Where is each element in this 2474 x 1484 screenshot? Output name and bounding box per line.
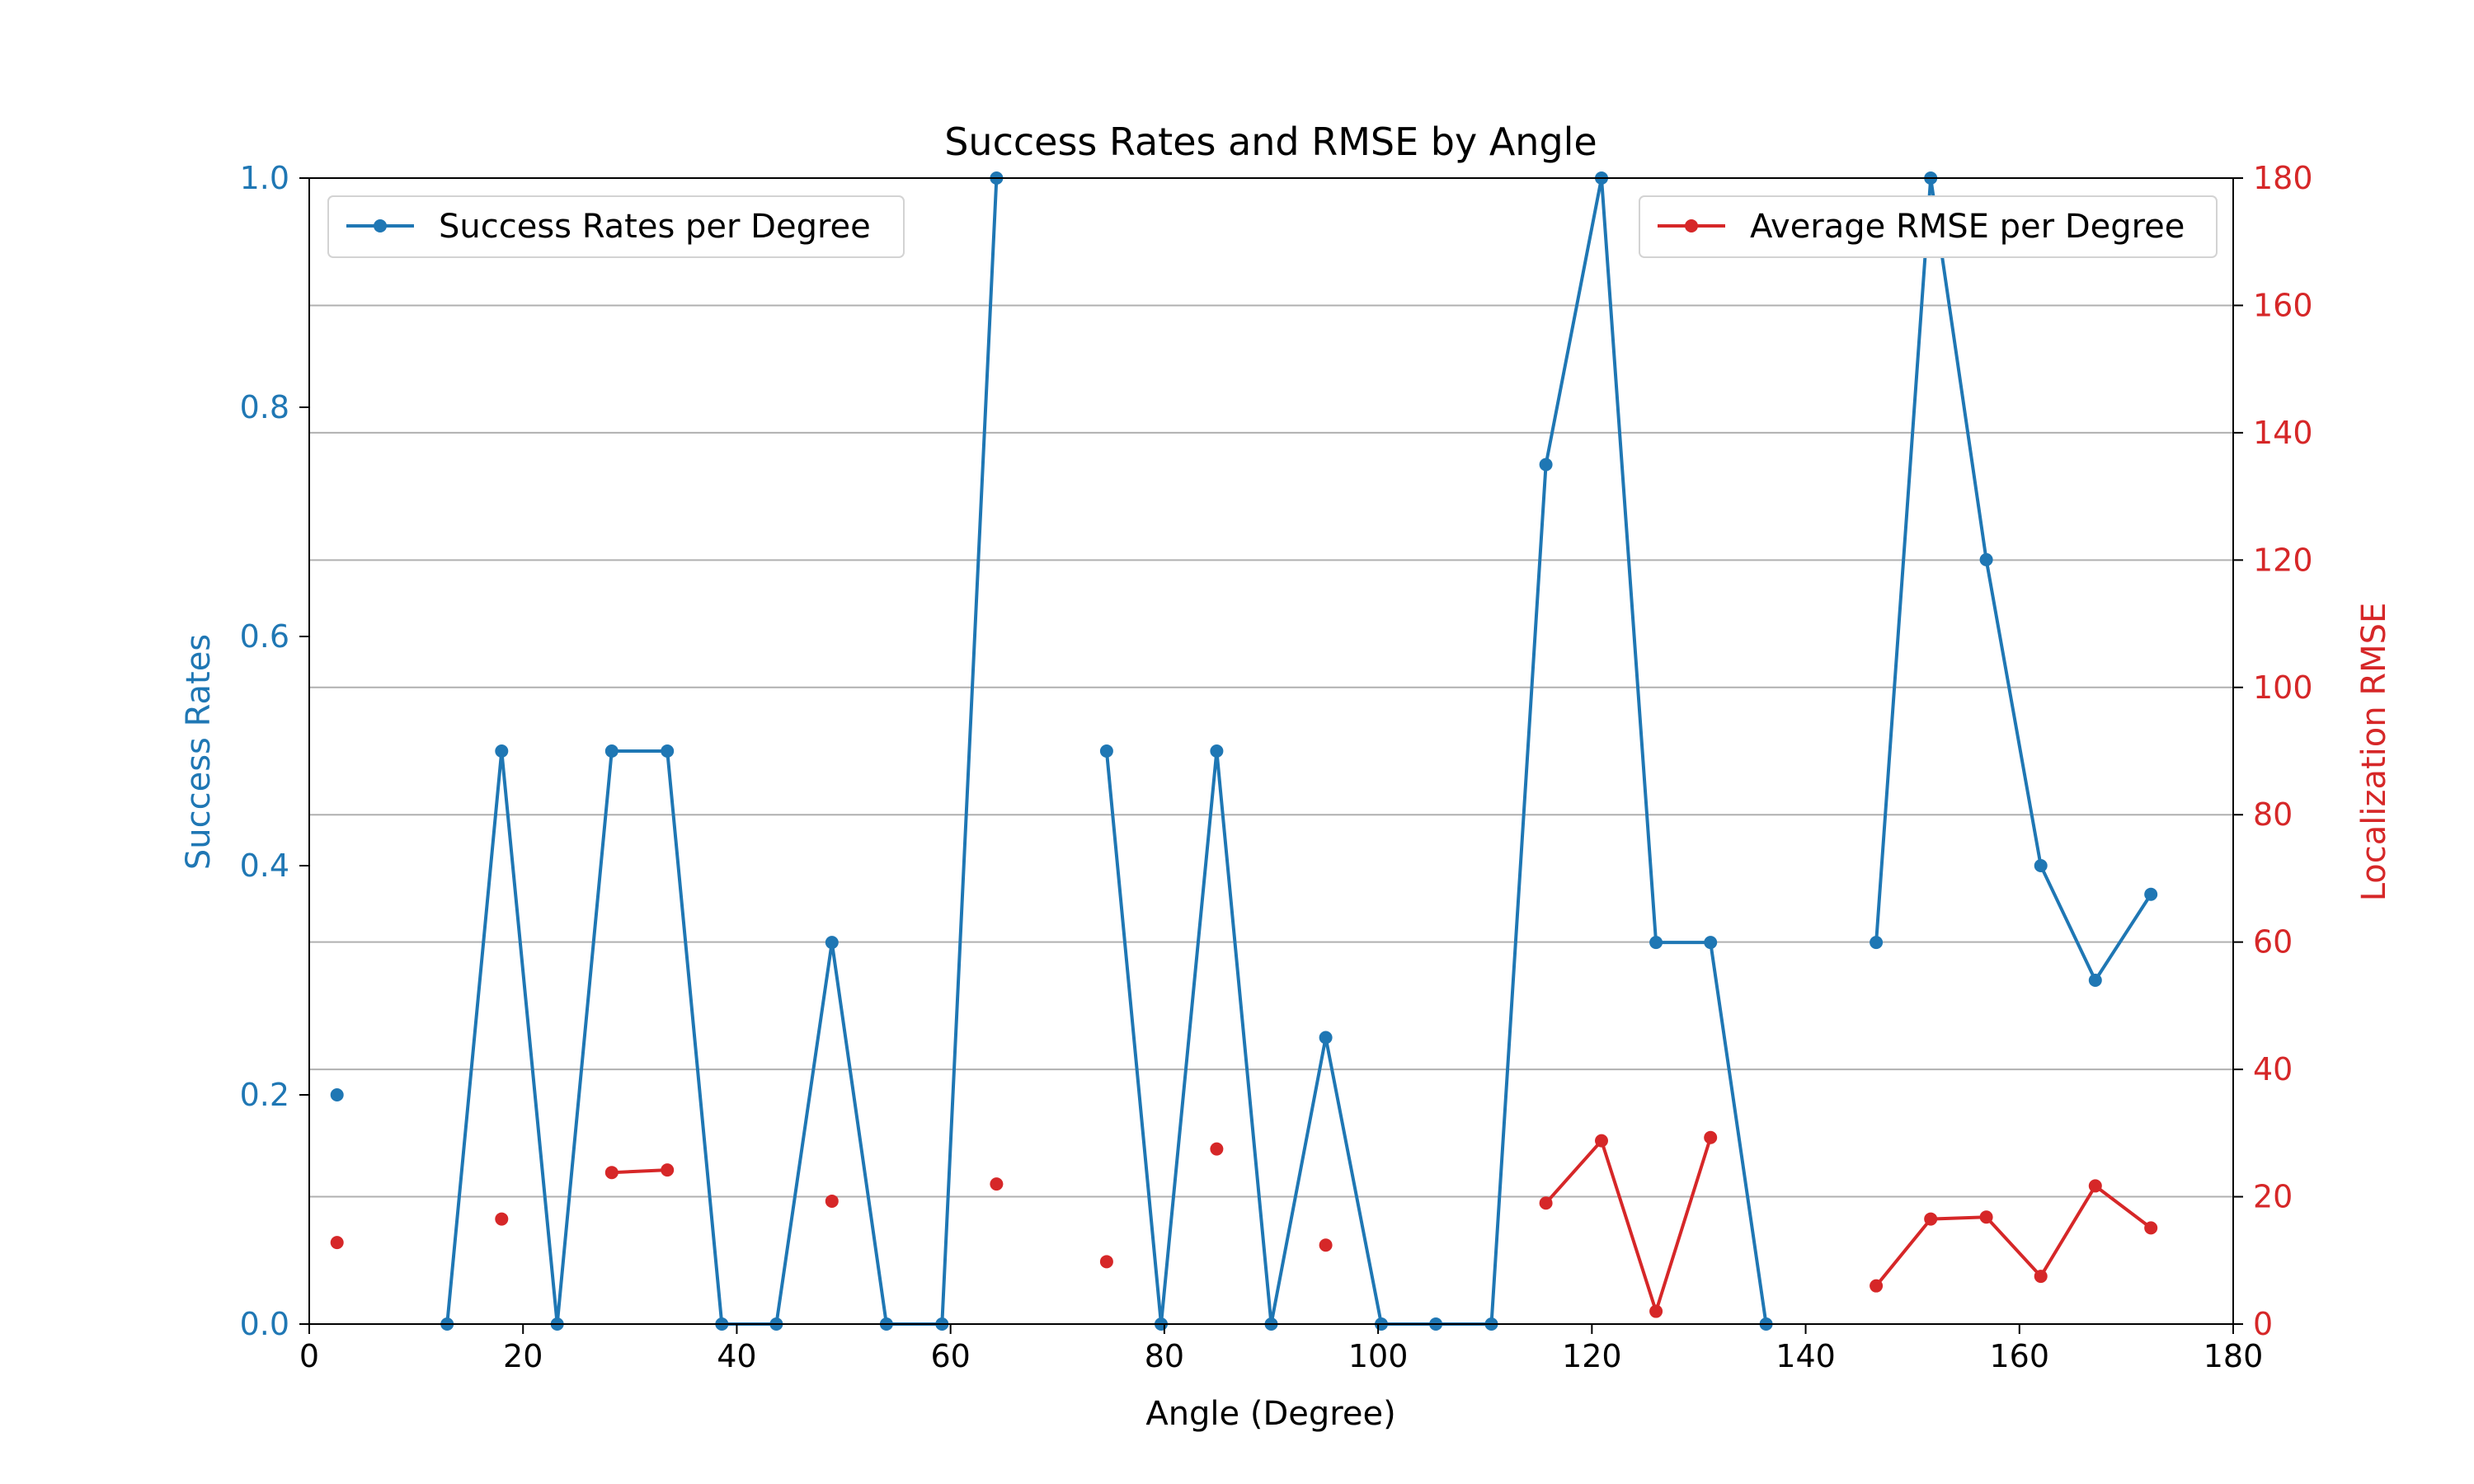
rmse-point-0: [330, 1236, 344, 1250]
y-left-tick-label-1: 0.2: [240, 1077, 289, 1113]
y-left-tick-label-2: 0.4: [240, 848, 289, 884]
rmse-point-33: [2144, 1221, 2158, 1235]
x-tick-label-4: 80: [1145, 1338, 1184, 1374]
x-tick-label-6: 120: [1562, 1338, 1622, 1374]
success-point-30: [1979, 552, 1993, 566]
x-tick-label-8: 160: [1990, 1338, 2050, 1374]
legend-rmse: Average RMSE per Degree: [1639, 195, 2218, 258]
y-left-tick-label-0: 0.0: [240, 1306, 289, 1342]
rmse-point-25: [1704, 1130, 1718, 1144]
legend-success-label: Success Rates per Degree: [439, 208, 871, 246]
success-point-5: [604, 744, 618, 758]
success-point-3: [495, 744, 509, 758]
rmse-point-30: [1979, 1210, 1993, 1224]
rmse-point-3: [495, 1212, 509, 1226]
rmse-point-24: [1649, 1304, 1663, 1318]
x-tick-label-1: 20: [503, 1338, 543, 1374]
success-point-14: [1099, 744, 1113, 758]
success-point-22: [1539, 458, 1553, 472]
rmse-point-32: [2088, 1179, 2102, 1193]
rmse-point-22: [1539, 1196, 1553, 1210]
x-tick-label-5: 100: [1348, 1338, 1409, 1374]
success-point-0: [330, 1088, 344, 1101]
x-tick-label-0: 0: [299, 1338, 319, 1374]
y-right-tick-label-9: 180: [2253, 160, 2313, 196]
success-point-16: [1210, 744, 1224, 758]
success-line-segment-2: [1874, 177, 2152, 984]
rmse-point-16: [1210, 1142, 1224, 1156]
rmse-point-5: [604, 1166, 618, 1180]
success-point-25: [1704, 936, 1718, 950]
success-point-32: [2088, 974, 2102, 987]
rmse-point-12: [990, 1177, 1004, 1191]
y-right-tick-label-6: 120: [2253, 542, 2313, 578]
x-tick-label-9: 180: [2204, 1338, 2264, 1374]
y-right-tick-label-1: 20: [2253, 1179, 2293, 1215]
x-tick-label-3: 60: [930, 1338, 970, 1374]
x-tick-label-2: 40: [717, 1338, 756, 1374]
rmse-point-18: [1319, 1238, 1333, 1252]
rmse-line-segment-0: [611, 1168, 668, 1175]
y-left-tick-label-5: 1.0: [240, 160, 289, 196]
rmse-point-6: [661, 1163, 675, 1177]
legend-rmse-box: [1639, 195, 2218, 258]
x-tick-label-7: 140: [1776, 1338, 1836, 1374]
chart-title: Success Rates and RMSE by Angle: [944, 120, 1597, 164]
success-point-31: [2034, 859, 2048, 872]
success-point-6: [661, 744, 675, 758]
y-right-tick-label-4: 80: [2253, 796, 2293, 833]
y-right-axis-label: Localization RMSE: [2355, 603, 2393, 902]
rmse-line-segment-2: [1874, 1183, 2152, 1287]
y-left-axis-ticks: 0.0 0.2 0.4 0.6 0.8 1.0: [240, 160, 309, 1342]
rmse-series: [330, 1130, 2158, 1318]
y-right-tick-label-8: 160: [2253, 287, 2313, 323]
rmse-point-9: [825, 1194, 839, 1208]
y-right-tick-label-2: 40: [2253, 1051, 2293, 1087]
legend-success-rates: Success Rates per Degree: [327, 195, 905, 258]
x-axis-ticks: 0 20 40 60 80 100 120 140 160 180: [299, 1324, 2263, 1374]
legend-rmse-marker: [1685, 219, 1698, 232]
y-left-axis-label: Success Rates: [180, 634, 218, 870]
legend-success-marker: [374, 219, 387, 232]
legend-success-box: [327, 195, 905, 258]
y-left-tick-label-3: 0.6: [240, 618, 289, 655]
x-axis-label: Angle (Degree): [1145, 1395, 1395, 1433]
success-point-18: [1319, 1031, 1333, 1045]
y-right-axis-ticks: 0 20 40 60 80 100 120 140 160 180: [2233, 160, 2313, 1342]
y-right-tick-label-0: 0: [2253, 1306, 2273, 1342]
legend-rmse-label: Average RMSE per Degree: [1750, 208, 2185, 246]
y-right-tick-label-3: 60: [2253, 924, 2293, 960]
y-left-tick-label-4: 0.8: [240, 389, 289, 425]
y-right-tick-label-7: 140: [2253, 415, 2313, 451]
rmse-line-segment-1: [1545, 1137, 1713, 1317]
rmse-point-28: [1870, 1279, 1884, 1293]
rmse-point-14: [1099, 1255, 1113, 1269]
success-point-24: [1649, 936, 1663, 950]
rmse-point-31: [2034, 1270, 2048, 1284]
rmse-point-29: [1924, 1212, 1938, 1226]
rmse-point-23: [1594, 1134, 1608, 1148]
success-point-28: [1870, 936, 1884, 950]
plot-frame: [308, 177, 2234, 1325]
success-point-9: [825, 936, 839, 950]
y-right-tick-label-5: 100: [2253, 669, 2313, 706]
success-point-33: [2144, 887, 2158, 901]
